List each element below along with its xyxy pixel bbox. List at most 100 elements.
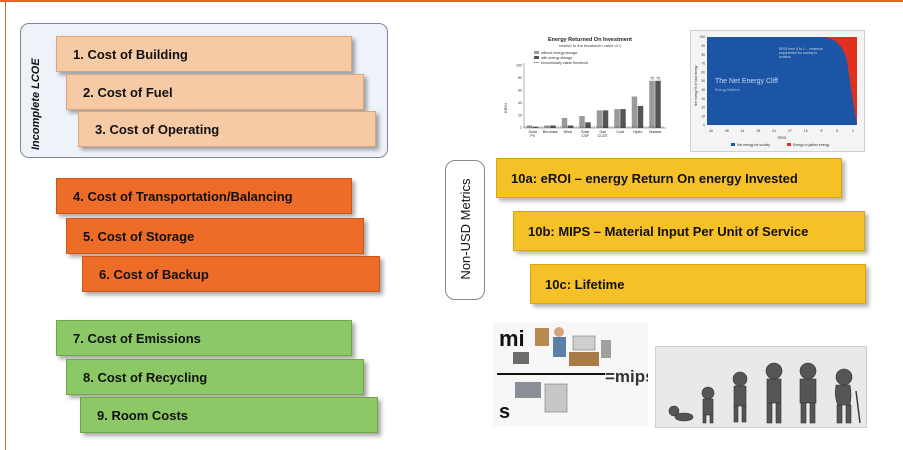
cliff-ylabel: Net energy % of total energy <box>694 65 698 106</box>
top-accent-line <box>0 0 903 2</box>
cliff-note: EROI from 5 to 1 ... minimum requirement… <box>779 47 823 59</box>
cliff-x-tick: 13 <box>804 129 808 133</box>
cost-storage-box: 5. Cost of Storage <box>66 218 364 254</box>
cliff-y-tick: 20 <box>701 106 705 110</box>
cliff-subtitle: Energy Matters <box>715 88 740 92</box>
cost-emissions-box: 7. Cost of Emissions <box>56 320 352 356</box>
lifetime-aging-illustration <box>655 346 867 428</box>
cliff-legend-item: Energy to gather energy <box>793 143 830 147</box>
cliff-y-tick: 40 <box>701 88 705 92</box>
cliff-y-tick: 100 <box>700 35 706 39</box>
non-usd-frame <box>445 160 485 300</box>
mips-denominator: s <box>499 401 510 423</box>
cliff-y-tick: 80 <box>701 53 705 57</box>
cliff-x-tick: 41 <box>741 129 745 133</box>
monitor-icon <box>572 335 596 351</box>
eroi-bar-without <box>631 96 638 128</box>
eroi-category-label: Nuclear <box>649 130 662 134</box>
eroi-y-tick: 40 <box>518 101 522 105</box>
cliff-x-tick: 40 <box>709 129 713 133</box>
eroi-bar-without <box>561 117 568 128</box>
cliff-x-tick: 1 <box>852 129 854 133</box>
cliff-y-tick: 70 <box>701 62 705 66</box>
eroi-legend-item: without energy storage <box>541 51 577 55</box>
baby-figure-icon <box>668 405 694 422</box>
eroi-bar-with <box>532 126 539 128</box>
cliff-y-tick: 0 <box>703 123 705 127</box>
eroi-data-label: 75 <box>656 76 660 80</box>
cliff-title: The Net Energy Cliff <box>715 78 778 85</box>
eroi-y-tick: 100 <box>516 63 522 67</box>
cost-building-box: 1. Cost of Building <box>56 36 352 72</box>
cliff-xlabel: EROI <box>778 136 787 140</box>
cost-fuel-box: 2. Cost of Fuel <box>66 74 364 110</box>
eroi-category-label: Hydro <box>633 130 643 134</box>
eroi-chart-image: Energy Returned On Investment relative t… <box>498 33 668 148</box>
net-energy-cliff-image: The Net Energy Cliff Energy Matters EROI… <box>690 30 865 152</box>
left-accent-line <box>5 0 6 450</box>
cost-operating-box: 3. Cost of Operating <box>78 111 376 147</box>
child-figure-icon <box>701 386 715 424</box>
cost-transport-box: 4. Cost of Transportation/Balancing <box>56 178 352 214</box>
eroi-bar-without <box>614 109 620 128</box>
eroi-category-label: Wind <box>564 130 572 134</box>
adult-figure-icon <box>765 362 783 424</box>
cliff-y-tick: 50 <box>701 79 705 83</box>
eroi-bars: 75 75 <box>524 76 664 128</box>
cliff-y-tick: 90 <box>701 44 705 48</box>
eroi-category-label: CSP <box>582 134 590 138</box>
eroi-bar-without <box>596 110 603 128</box>
lcoe-label: Incomplete LCOE <box>30 58 42 150</box>
eroi-bar-with <box>655 80 661 128</box>
cost-backup-box: 6. Cost of Backup <box>82 256 380 292</box>
eroi-bar-without <box>526 125 533 128</box>
eroi-category-label: Gas <box>599 130 606 134</box>
eroi-y-tick: 60 <box>518 89 522 93</box>
elder-figure-icon <box>835 368 861 424</box>
figure-icon <box>535 328 549 346</box>
cliff-y-tick: 30 <box>701 97 705 101</box>
eroi-bar-with <box>585 122 591 128</box>
eroi-legend: without energy storage with energy stora… <box>534 51 588 65</box>
cliff-x-tick: 9 <box>820 129 822 133</box>
eroi-y-tick: 1 <box>520 126 522 130</box>
person-icon <box>554 327 564 337</box>
cliff-legend-item: Net energy for society <box>737 143 770 147</box>
cliff-x-ticks: 40 45 41 25 21 17 13 9 5 1 <box>709 129 854 133</box>
eroi-category-label: PV <box>530 134 535 138</box>
eroi-ylabel: EROI <box>503 103 508 113</box>
cost-recycling-box: 8. Cost of Recycling <box>66 359 364 395</box>
bin-icon <box>601 340 611 358</box>
cliff-y-tick: 60 <box>701 70 705 74</box>
eroi-chart-subtitle: relative to the breakeven value of 1 <box>559 43 622 48</box>
eroi-bar-without <box>649 80 655 128</box>
eroi-bar-with <box>602 110 609 128</box>
desk-icon <box>569 352 599 366</box>
eroi-bar-with <box>550 125 556 128</box>
room-costs-box: 9. Room Costs <box>80 397 378 433</box>
eroi-category-label: CCGT <box>598 134 609 138</box>
teen-figure-icon <box>732 371 748 423</box>
cliff-x-tick: 21 <box>772 129 776 133</box>
cliff-x-tick: 45 <box>725 129 729 133</box>
eroi-bar-with <box>620 109 626 128</box>
eroi-chart-title: Energy Returned On Investment <box>548 37 632 43</box>
equipment-icon <box>515 382 541 398</box>
eroi-category-label: Solar <box>529 130 538 134</box>
eroi-category-label: Bio-mass <box>543 130 558 134</box>
cliff-x-tick: 17 <box>788 129 792 133</box>
eroi-y-tick: 20 <box>518 114 522 118</box>
eroi-bar-with <box>637 105 644 128</box>
eroi-category-label: Solar <box>581 130 590 134</box>
eroi-y-tick: 80 <box>518 76 522 80</box>
non-usd-label: Non-USD Metrics <box>458 178 473 280</box>
middle-aged-figure-icon <box>799 362 817 424</box>
cliff-x-tick: 25 <box>756 129 760 133</box>
appliance-icon <box>544 383 568 413</box>
eroi-bar-without <box>544 125 550 128</box>
machine-icon <box>513 352 529 364</box>
